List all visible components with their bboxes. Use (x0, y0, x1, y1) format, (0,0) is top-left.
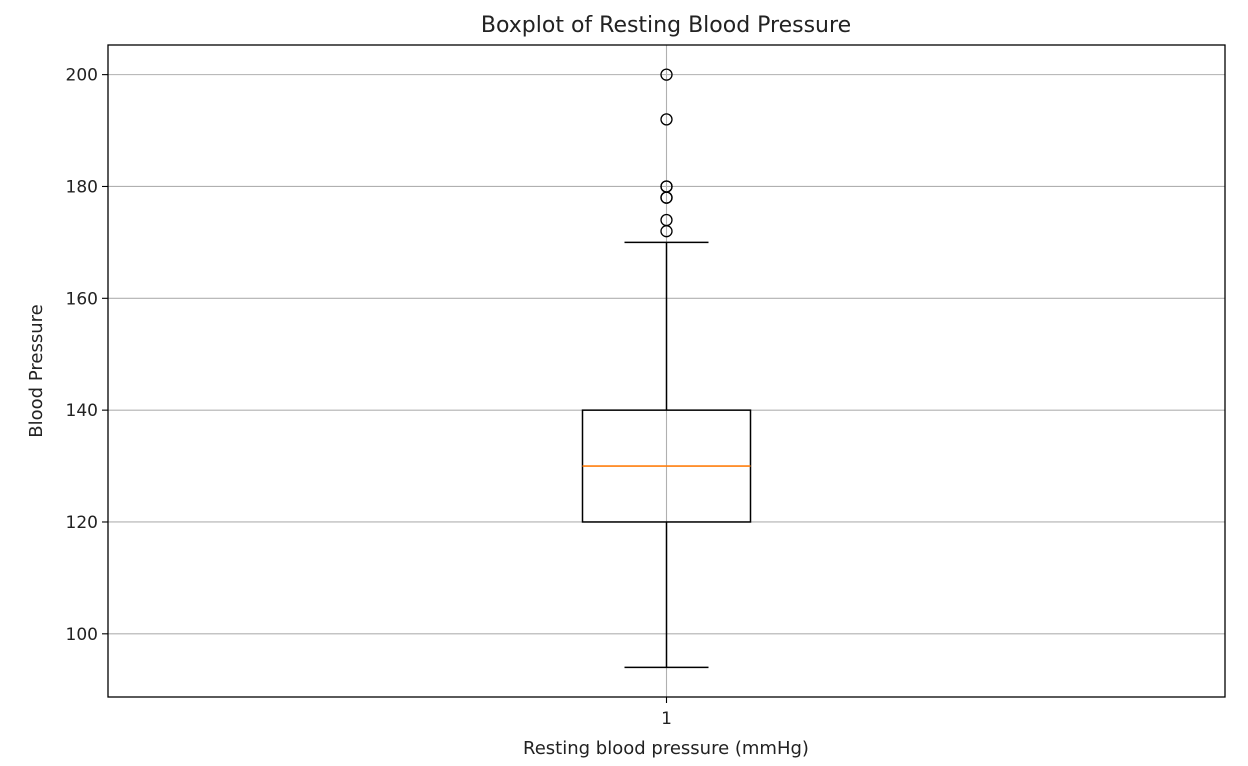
y-tick-label: 140 (66, 401, 98, 421)
y-tick-label: 160 (66, 289, 98, 309)
x-tick-label: 1 (661, 709, 672, 729)
outlier-point (660, 180, 673, 193)
x-axis-label: Resting blood pressure (mmHg) (523, 738, 809, 759)
outlier-point (660, 68, 673, 81)
plot-layer (581, 68, 752, 669)
y-axis-label: Blood Pressure (26, 304, 47, 437)
y-tick-label: 100 (66, 625, 98, 645)
outlier-point (660, 113, 673, 126)
ticks-layer: 100 120 140 160 180 200 1 (66, 66, 672, 729)
y-tick-label: 180 (66, 177, 98, 197)
outlier-point (660, 213, 673, 227)
chart-title: Boxplot of Resting Blood Pressure (481, 13, 851, 38)
y-tick-label: 200 (66, 66, 98, 86)
y-tick-label: 120 (66, 513, 98, 533)
